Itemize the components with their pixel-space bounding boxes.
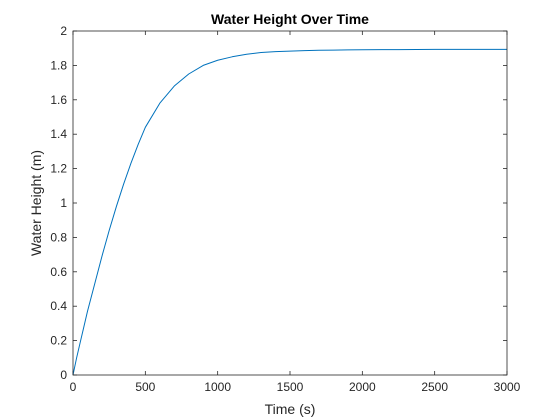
x-tick-label: 2000 [349, 380, 376, 394]
series-layer [72, 48, 507, 376]
plot-frame [72, 30, 508, 376]
y-tick-label: 0.8 [50, 230, 67, 244]
x-tick-label: 1000 [204, 380, 231, 394]
chart-title: Water Height Over Time [211, 11, 369, 27]
y-tick-label: 1.6 [50, 93, 67, 107]
y-tick-label: 1.4 [50, 127, 67, 141]
x-tick-label: 3000 [494, 380, 521, 394]
y-axis-label: Water Height (m) [28, 150, 44, 256]
y-tick-label: 1.2 [50, 162, 67, 176]
x-tick-label: 1500 [277, 380, 304, 394]
x-tick-label: 0 [70, 380, 77, 394]
y-axis-ticks: 0 0.2 0.4 0.6 0.8 1 1.2 1.4 1.6 1.8 2 [50, 24, 507, 382]
x-tick-label: 500 [135, 380, 155, 394]
y-tick-label: 0.6 [50, 265, 67, 279]
x-tick-label: 2500 [421, 380, 448, 394]
y-tick-label: 0.4 [50, 299, 67, 313]
y-tick-label: 0.2 [50, 334, 67, 348]
x-axis-label: Time (s) [265, 401, 316, 417]
y-tick-label: 1.8 [50, 58, 67, 72]
x-axis-ticks: 0 500 1000 1500 2000 2500 3000 [70, 31, 521, 394]
plot-background [73, 31, 507, 375]
y-tick-label: 0 [60, 368, 67, 382]
y-tick-label: 2 [60, 24, 67, 38]
series-line [72, 48, 507, 376]
y-tick-label: 1 [60, 196, 67, 210]
